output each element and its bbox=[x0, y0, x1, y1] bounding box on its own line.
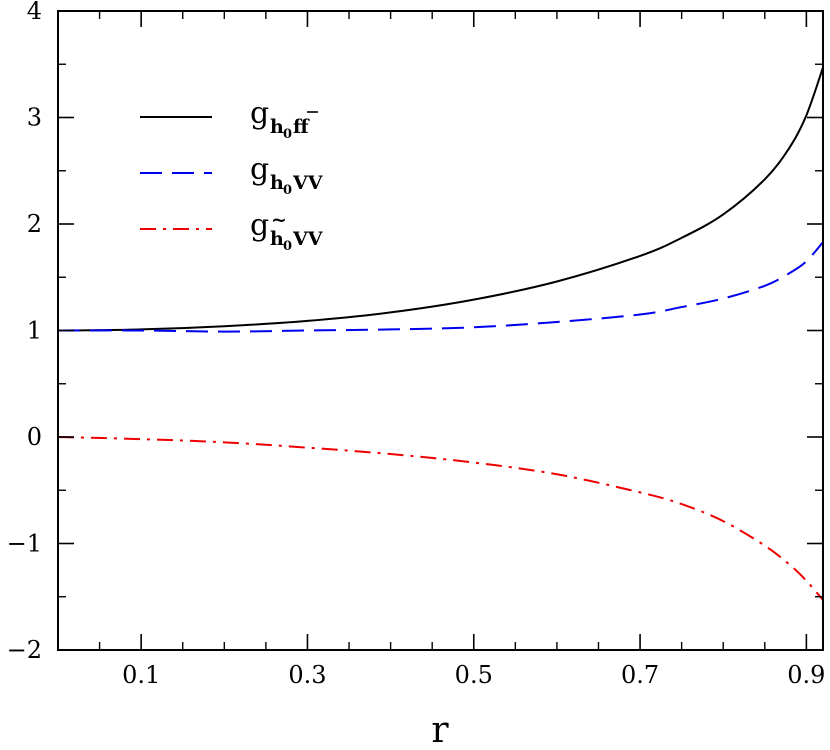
legend-label-sub: h bbox=[270, 172, 284, 194]
x-tick-label: 0.1 bbox=[122, 661, 160, 689]
legend-label-2: g h 0 VV bbox=[250, 152, 324, 198]
legend-label-3: g h 0 VV~ bbox=[250, 208, 324, 254]
legend-label-base: g bbox=[250, 208, 269, 243]
legend-label-tail: VV bbox=[292, 172, 324, 194]
legend-label-tail: VV bbox=[292, 228, 324, 250]
y-tick-label: −1 bbox=[7, 530, 42, 558]
y-tick-label: −2 bbox=[7, 636, 42, 664]
series-line-1 bbox=[57, 67, 824, 332]
y-tick-label: 4 bbox=[27, 0, 42, 25]
legend-label-subsub: 0 bbox=[283, 183, 292, 198]
legend-label-base: g bbox=[250, 152, 269, 187]
legend-label-tail: ff bbox=[293, 116, 310, 138]
y-tick-label: 1 bbox=[27, 317, 42, 345]
legend-label-1: g h 0 ff bbox=[250, 96, 318, 142]
x-axis-title: r bbox=[431, 710, 449, 750]
legend-label-subsub: 0 bbox=[283, 127, 292, 142]
legend: g h 0 ffg h 0 VVg h 0 VV~ bbox=[140, 96, 324, 254]
legend-label-subsub: 0 bbox=[283, 239, 292, 254]
x-tick-label: 0.5 bbox=[455, 661, 493, 689]
legend-label-sub: h bbox=[270, 116, 284, 138]
series-line-2 bbox=[57, 241, 824, 333]
series-line-3 bbox=[57, 436, 824, 601]
y-tick-label: 3 bbox=[27, 104, 42, 132]
series-layer bbox=[57, 67, 824, 601]
legend-tilde-accent: ~ bbox=[271, 209, 287, 231]
legend-label-base: g bbox=[250, 96, 269, 131]
x-tick-label: 0.3 bbox=[288, 661, 326, 689]
legend-label-sub: h bbox=[270, 228, 284, 250]
y-tick-label: 2 bbox=[27, 210, 42, 238]
axes: −2 −1 0 1 2 3 4 0.1 0.3 0.5 0.7 0.9 bbox=[7, 0, 826, 689]
x-tick-label: 0.7 bbox=[621, 661, 659, 689]
y-tick-label: 0 bbox=[27, 423, 42, 451]
x-tick-label: 0.9 bbox=[787, 661, 825, 689]
